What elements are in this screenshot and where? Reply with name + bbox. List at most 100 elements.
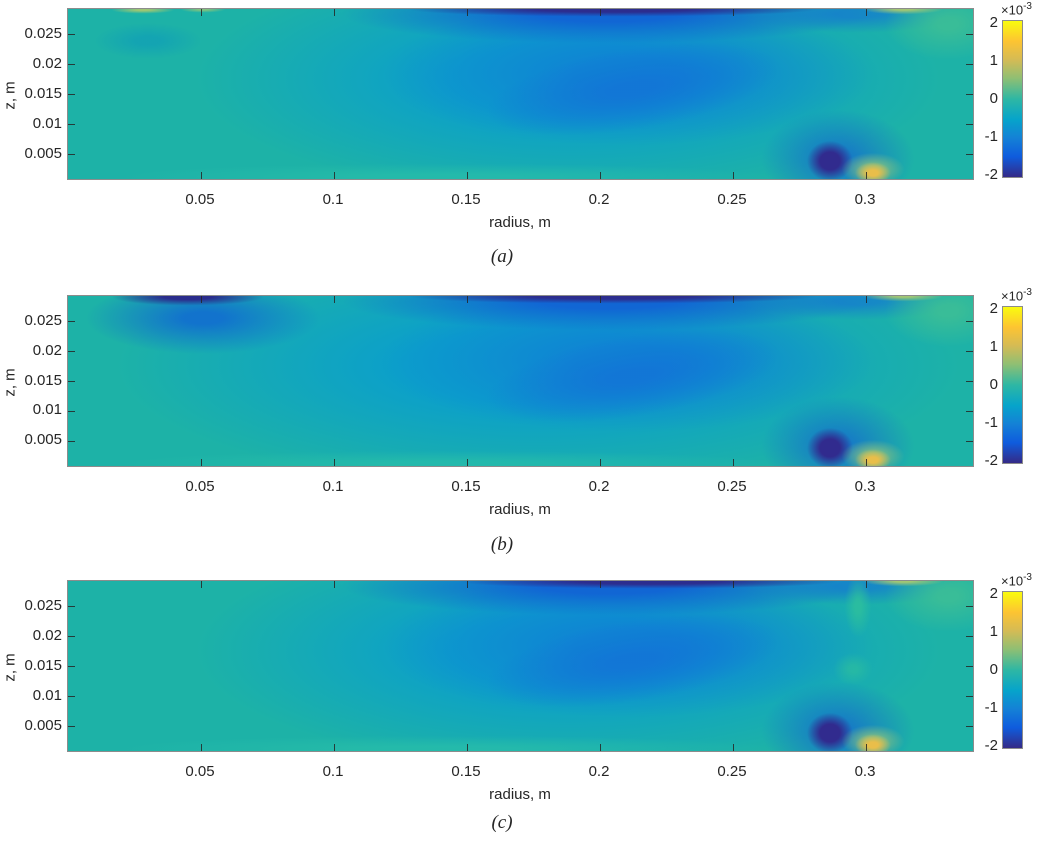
tick-mark <box>68 93 75 95</box>
tick-mark <box>866 744 867 751</box>
colorbar-b-scale-label: ×10-3 <box>1001 287 1032 304</box>
panel-a-topright-green-patch <box>878 9 973 64</box>
colorbar-tick-label: -1 <box>984 128 998 145</box>
panel-a-top-edge-band <box>398 9 828 17</box>
panel-b-top-blue-glow-right <box>748 296 968 321</box>
panel-c-plot-area <box>67 580 974 752</box>
tick-mark <box>733 744 734 751</box>
panel-a-negative-blue-region <box>368 9 888 149</box>
tick-mark <box>966 725 973 727</box>
colorbar-a-scale-label: ×10-3 <box>1001 1 1032 18</box>
tick-mark <box>966 123 973 125</box>
tick-mark <box>966 665 973 667</box>
colorbar-tick-label: 0 <box>989 376 998 393</box>
panel-c-bottom-light-band <box>98 735 798 751</box>
colorbar-c-gradient <box>1003 592 1022 748</box>
tick-mark <box>467 581 468 588</box>
panel-b-negative-blue-region <box>368 296 888 436</box>
panel-a-bottom-light-band <box>98 163 798 179</box>
colorbar-tick-label: -1 <box>984 414 998 431</box>
y-tick-label: 0.005 <box>24 431 62 448</box>
y-tick-label: 0.01 <box>32 401 62 418</box>
panel-c-negative-lobe-core <box>462 590 804 732</box>
tick-mark <box>68 34 75 35</box>
colorbar-tick-label: 2 <box>989 14 998 31</box>
colorbar-tick-label: 1 <box>989 52 998 69</box>
tick-mark <box>866 581 867 588</box>
x-tick-label: 0.25 <box>717 191 747 208</box>
colorbar-b <box>1002 306 1023 464</box>
panel-b-topleft-blue-halo <box>73 296 333 358</box>
colorbar-tick-label: 2 <box>989 300 998 317</box>
tick-mark <box>201 172 202 179</box>
panel-c-sink-halo <box>753 676 923 751</box>
tick-mark <box>733 9 734 16</box>
panel-a-negative-cyan-region <box>188 9 948 179</box>
tick-mark <box>334 296 335 303</box>
y-tick-label: 0.01 <box>32 687 62 704</box>
tick-mark <box>966 93 973 95</box>
tick-mark <box>966 63 973 65</box>
tick-mark <box>334 172 335 179</box>
tick-mark <box>467 172 468 179</box>
panel-b-sink-halo <box>753 391 923 466</box>
tick-mark <box>201 9 202 16</box>
tick-mark <box>68 725 75 727</box>
y-tick-label: 0.015 <box>24 657 62 674</box>
panel-b-plot-area <box>67 295 974 467</box>
panel-b-bottom-light-band <box>98 450 798 466</box>
x-tick-label: 0.05 <box>185 191 215 208</box>
x-tick-label: 0.3 <box>854 763 876 780</box>
colorbar-tick-label: 1 <box>989 623 998 640</box>
y-tick-label: 0.005 <box>24 145 62 162</box>
tick-mark <box>467 744 468 751</box>
colorbar-tick-label: -2 <box>984 452 998 469</box>
panel-b-positive-spot <box>853 448 893 466</box>
panel-a-sink-halo <box>753 104 923 179</box>
y-tick-label: 0.01 <box>32 115 62 132</box>
panel-c-positive-spot <box>853 733 893 751</box>
colorbar-tick-label: -2 <box>984 737 998 754</box>
tick-mark <box>334 9 335 16</box>
y-tick-label: 0.025 <box>24 597 62 614</box>
x-tick-label: 0.2 <box>588 763 610 780</box>
tick-mark <box>68 695 75 697</box>
tick-mark <box>201 744 202 751</box>
tick-mark <box>866 172 867 179</box>
tick-mark <box>467 296 468 303</box>
tick-mark <box>966 635 973 637</box>
tick-mark <box>68 665 75 667</box>
x-tick-label: 0.3 <box>854 478 876 495</box>
y-tick-label: 0.005 <box>24 717 62 734</box>
colorbar-tick-label: 1 <box>989 338 998 355</box>
x-tick-label: 0.1 <box>322 191 344 208</box>
colorbar-tick-label: -1 <box>984 699 998 716</box>
x-axis-label: radius, m <box>489 214 551 231</box>
panel-a-topright-wisp <box>858 9 948 15</box>
colorbar-tick-label: 0 <box>989 661 998 678</box>
panel-b-topleft-negative-blob <box>108 296 268 306</box>
tick-mark <box>68 321 75 322</box>
y-axis-label: z, m <box>1 81 19 110</box>
tick-mark <box>68 380 75 382</box>
panel-a-negative-lobe-core <box>462 18 804 160</box>
panel-c-topright-green-patch <box>878 581 973 636</box>
tick-mark <box>68 410 75 412</box>
tick-mark <box>600 9 601 16</box>
y-tick-label: 0.015 <box>24 85 62 102</box>
tick-mark <box>966 440 973 442</box>
panel-c-top-edge-band <box>448 581 848 589</box>
panel-a-positive-spot-halo <box>838 151 908 179</box>
tick-mark <box>733 459 734 466</box>
y-tick-label: 0.025 <box>24 312 62 329</box>
tick-mark <box>68 350 75 352</box>
tick-mark <box>68 440 75 442</box>
tick-mark <box>600 296 601 303</box>
x-tick-label: 0.3 <box>854 191 876 208</box>
tick-mark <box>966 34 973 35</box>
panel-c-top-blue-glow <box>328 581 888 617</box>
tick-mark <box>866 9 867 16</box>
colorbar-tick-label: 2 <box>989 585 998 602</box>
panel-c-right-green-patch <box>831 651 875 687</box>
